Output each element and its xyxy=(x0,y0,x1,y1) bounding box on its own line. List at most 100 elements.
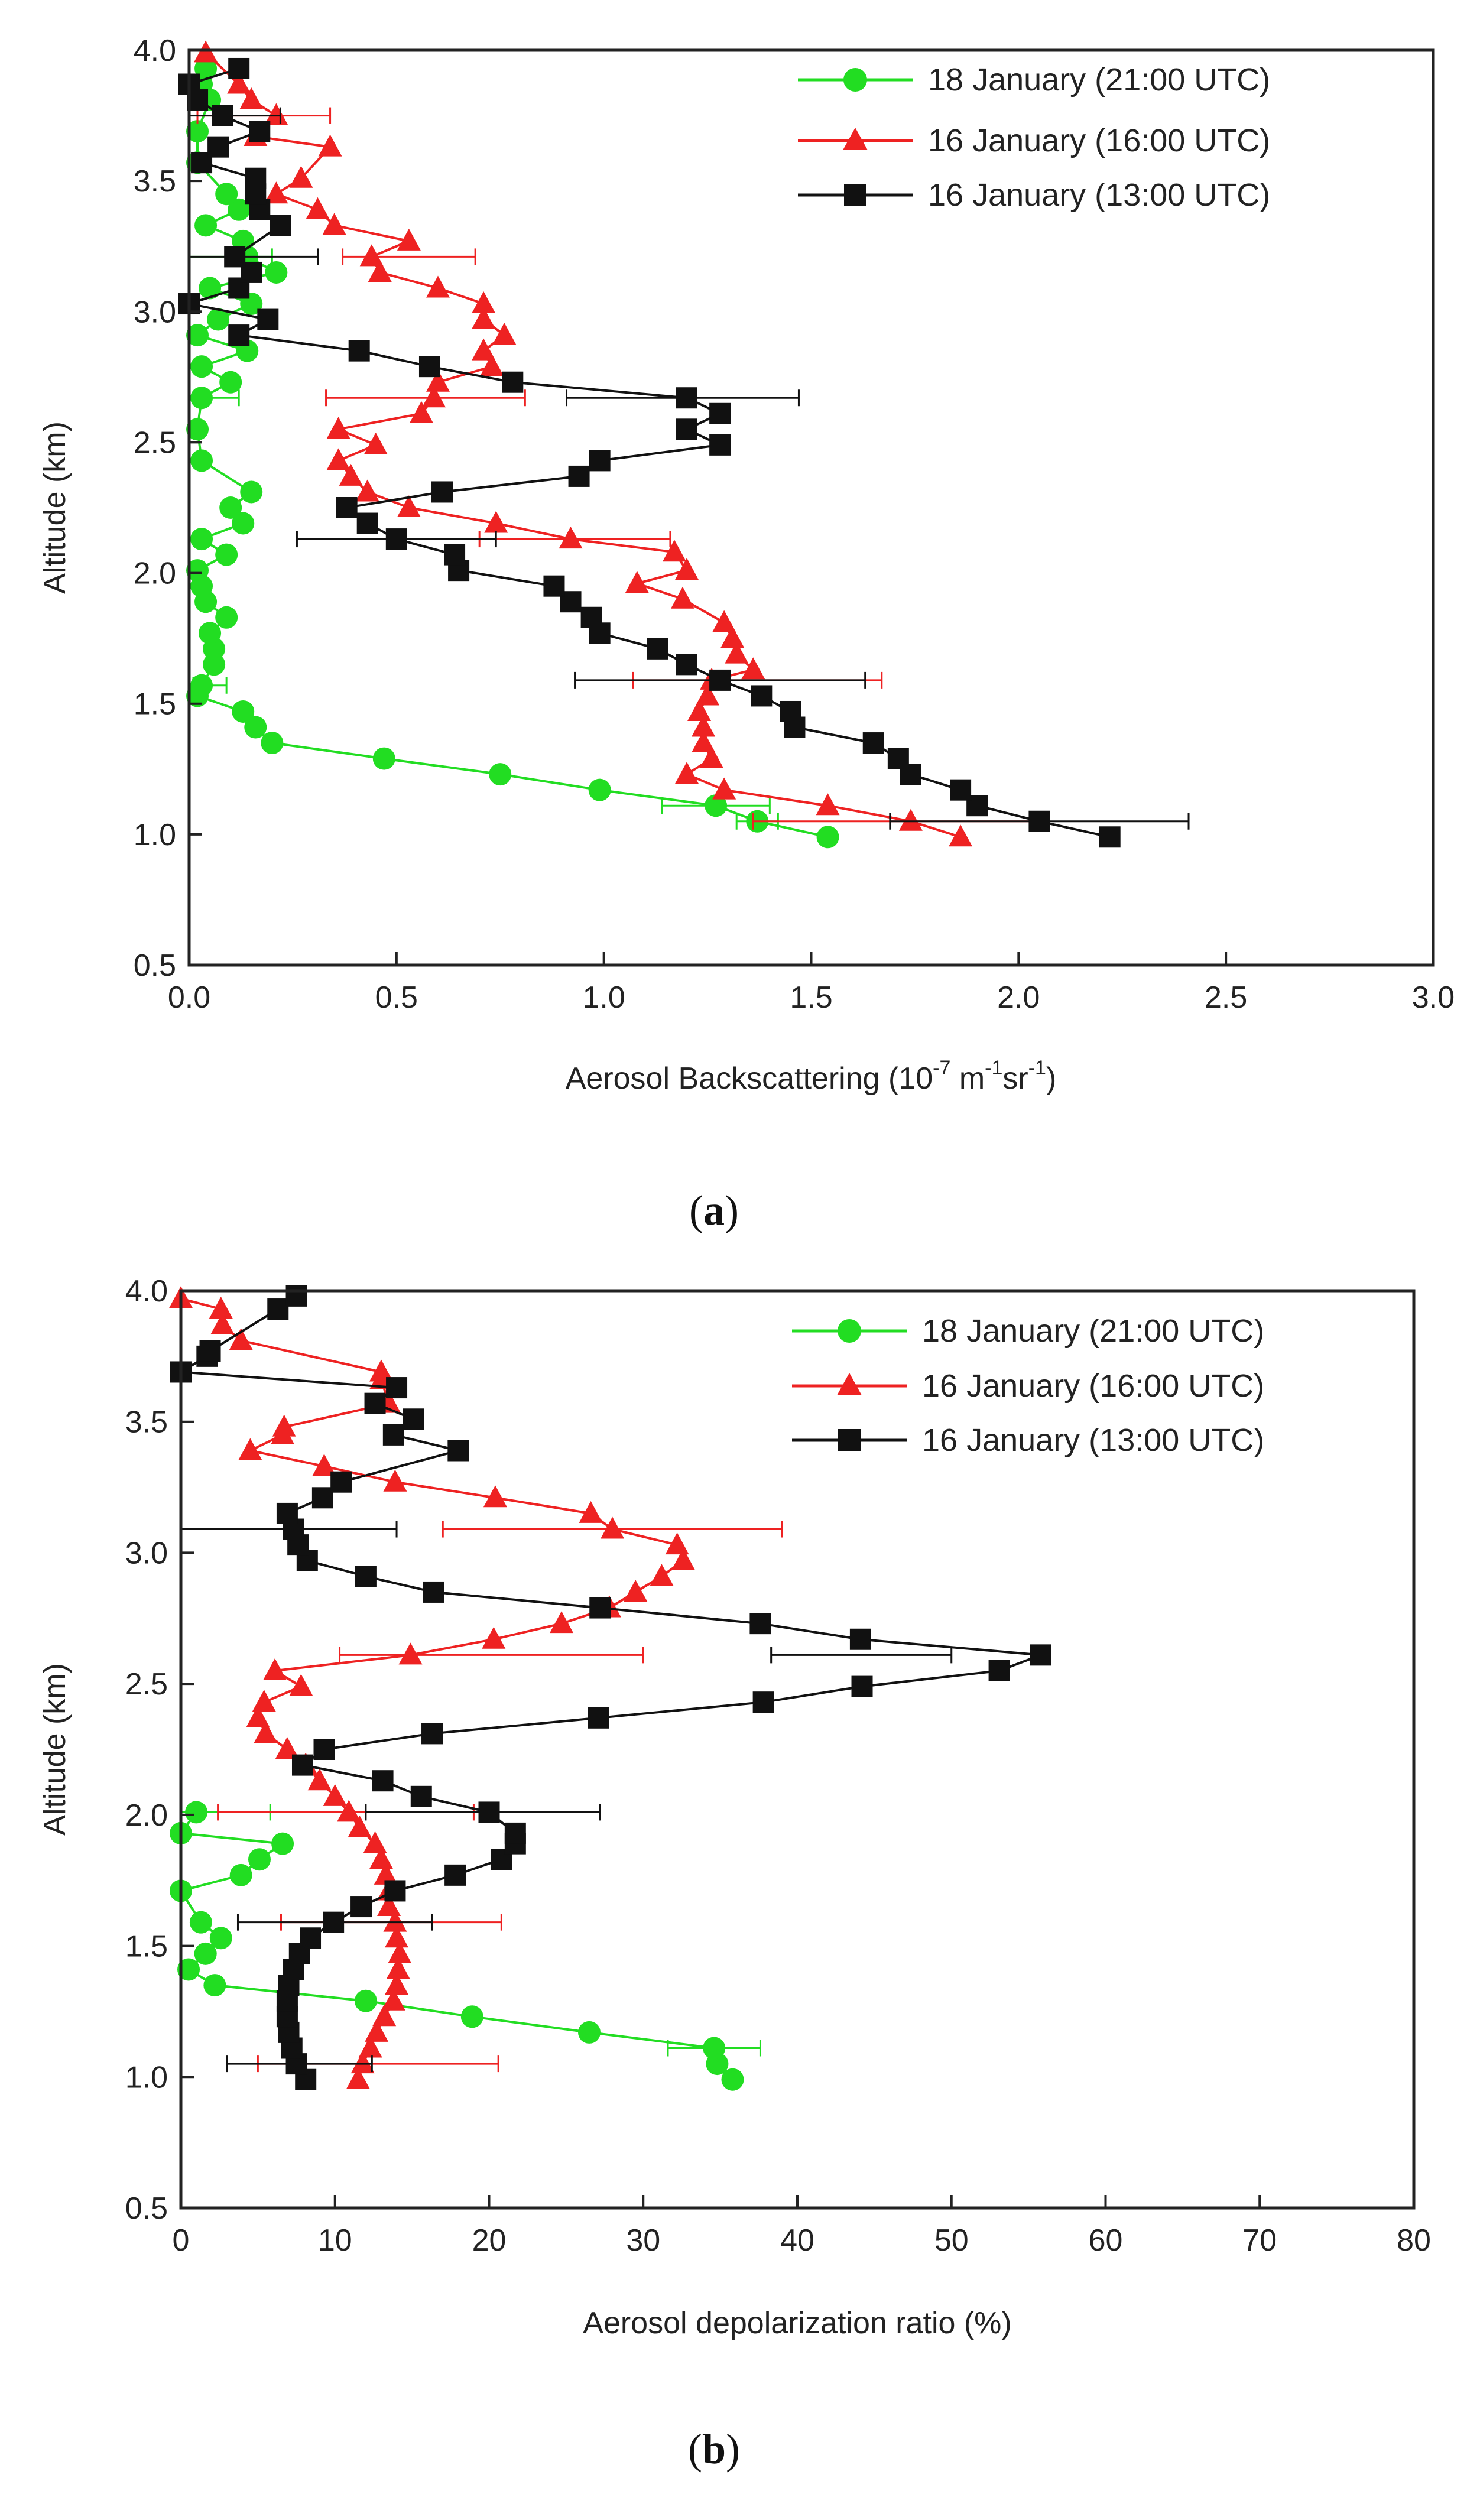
data-point xyxy=(348,1816,372,1838)
data-point xyxy=(483,1485,507,1508)
data-point xyxy=(228,324,250,346)
data-point xyxy=(385,1973,409,1995)
data-point xyxy=(194,214,218,237)
panel-a-x-tick-label: 0.5 xyxy=(375,980,418,1015)
data-point xyxy=(988,1660,1010,1681)
data-point xyxy=(203,1974,226,1997)
data-point xyxy=(403,1408,424,1430)
panel-a-ylabel: Altitude (km) xyxy=(38,421,72,594)
data-point xyxy=(285,1285,307,1307)
data-point xyxy=(816,826,839,849)
panel-a-y-tick-label: 2.0 xyxy=(134,557,176,591)
data-point xyxy=(492,323,517,345)
data-point xyxy=(369,1847,393,1869)
legend-label: 16 January (13:00 UTC) xyxy=(922,1423,1264,1458)
panel-b-y-tick-label: 0.5 xyxy=(125,2191,168,2226)
data-point xyxy=(212,105,233,126)
data-point xyxy=(289,1674,313,1696)
data-point xyxy=(215,606,238,629)
panel-a-chart: 0.0 0.5 1.0 1.5 2.0 2.5 3.00.51.01.52.02.53.03… xyxy=(38,34,1455,1234)
data-point xyxy=(444,1864,466,1886)
data-point xyxy=(665,1532,689,1555)
legend-marker-square xyxy=(838,1429,861,1451)
data-point xyxy=(460,2005,483,2028)
data-point xyxy=(323,1911,345,1933)
panel-a-y-tick-label: 2.5 xyxy=(134,426,176,460)
data-point xyxy=(472,307,496,329)
data-point xyxy=(276,1502,298,1524)
data-point xyxy=(248,1848,271,1871)
data-point xyxy=(749,1613,771,1635)
panel-a-y-tick-label: 1.0 xyxy=(134,818,176,852)
data-point xyxy=(431,481,453,503)
data-point xyxy=(851,1675,873,1697)
data-point xyxy=(224,246,246,268)
data-point xyxy=(709,669,731,691)
data-point xyxy=(384,1880,406,1902)
data-point xyxy=(272,1414,296,1437)
data-point xyxy=(421,385,446,408)
data-point xyxy=(676,418,697,440)
data-point xyxy=(348,340,370,362)
panel-b-series-2 xyxy=(169,1286,783,2089)
data-point xyxy=(190,449,213,472)
data-point xyxy=(199,622,222,645)
legend-marker-triangle xyxy=(837,1373,862,1395)
data-point xyxy=(350,2051,375,2074)
data-point xyxy=(1099,826,1121,848)
data-point xyxy=(190,355,213,378)
data-point xyxy=(265,261,288,284)
data-point xyxy=(676,654,697,676)
data-point xyxy=(359,244,384,267)
data-point xyxy=(588,1707,609,1729)
data-point xyxy=(306,197,330,219)
data-point xyxy=(186,324,209,347)
panel-b-y-tick-label: 1.0 xyxy=(125,2060,168,2094)
data-point xyxy=(489,763,512,786)
data-point xyxy=(194,57,218,80)
data-point xyxy=(194,1942,217,1965)
data-point xyxy=(647,638,668,660)
data-point xyxy=(326,417,350,439)
panel-a-y-tick-label: 1.5 xyxy=(134,687,176,722)
legend-label: 16 January (13:00 UTC) xyxy=(928,177,1270,213)
data-point xyxy=(397,228,421,251)
panel-a-y-tick-label: 0.5 xyxy=(134,949,176,983)
data-point xyxy=(504,1822,526,1844)
data-point xyxy=(426,369,450,392)
panel-a-y-tick-label: 3.5 xyxy=(134,164,176,199)
data-point xyxy=(588,778,611,801)
data-point xyxy=(675,762,699,784)
panel-b-y-tick-label: 3.5 xyxy=(125,1405,168,1440)
panel-a-y-tick-label: 4.0 xyxy=(134,34,176,68)
data-point xyxy=(245,167,267,189)
data-point xyxy=(559,527,583,549)
data-point xyxy=(337,1800,361,1822)
data-point xyxy=(210,1312,235,1334)
panel-b-y-tick-label: 3.0 xyxy=(125,1536,168,1570)
panel-b-y-tick-label: 1.5 xyxy=(125,1930,168,1964)
data-point xyxy=(355,479,379,502)
data-point xyxy=(227,72,251,94)
data-point xyxy=(398,1642,423,1665)
panel-a-x-tick-label: 0.0 xyxy=(168,980,210,1015)
data-point xyxy=(300,1927,322,1949)
data-point xyxy=(363,1831,387,1853)
legend-marker-circle xyxy=(843,68,867,92)
data-point xyxy=(385,528,407,550)
data-point xyxy=(386,1957,410,1979)
data-point xyxy=(238,1438,262,1460)
data-point xyxy=(675,558,699,580)
legend-label: 16 January (16:00 UTC) xyxy=(922,1368,1264,1404)
panel-a-series-2 xyxy=(194,40,1040,847)
panel-a-xlabel: Aerosol Backscattering (10-7 m-1sr-1) xyxy=(566,1057,1057,1096)
data-point xyxy=(409,401,433,423)
data-point xyxy=(330,1471,352,1493)
data-point xyxy=(670,586,694,609)
data-point xyxy=(624,1579,648,1602)
data-point xyxy=(709,402,731,424)
data-point xyxy=(601,1516,625,1539)
data-point xyxy=(246,1705,270,1727)
data-point xyxy=(502,371,524,393)
panel-b-series-1 xyxy=(170,1801,761,2091)
